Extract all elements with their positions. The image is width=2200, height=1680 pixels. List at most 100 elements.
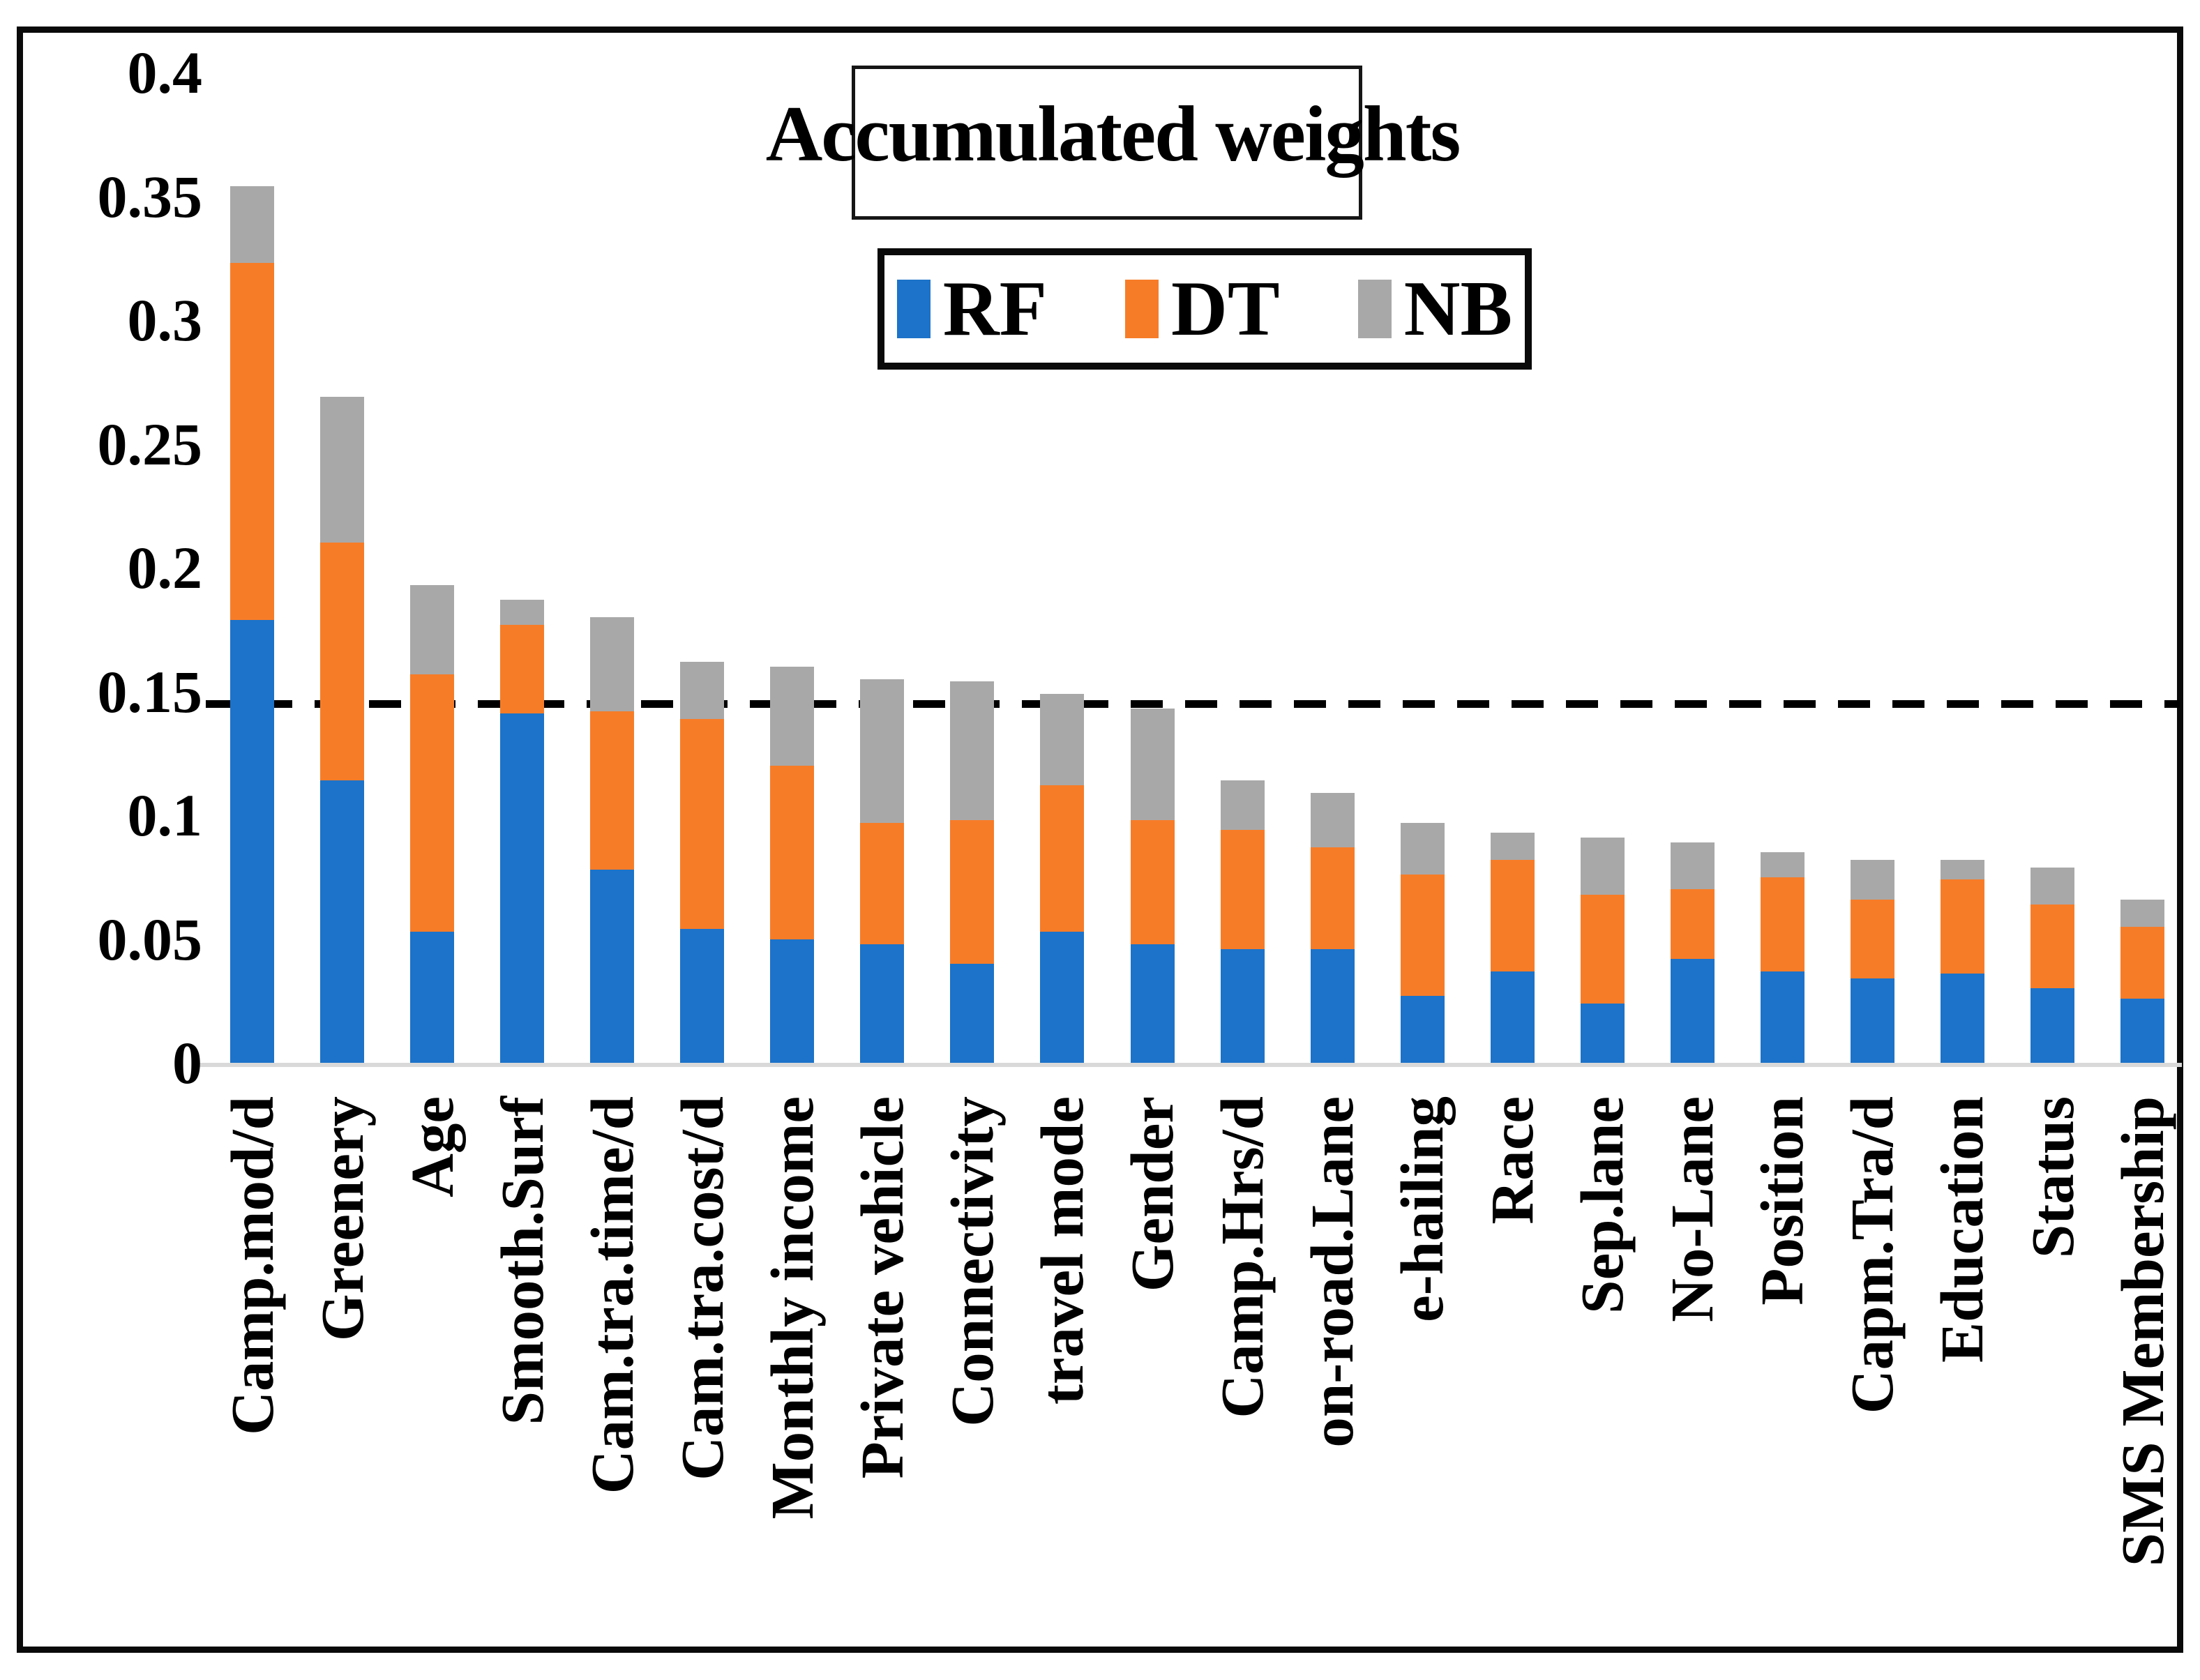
y-tick-label-0: 0 [172,1029,202,1096]
bar-segment-RF-SMS Membership [2120,998,2165,1063]
bar-segment-NB-Sep.lane [1580,837,1625,895]
bar-segment-RF-Education [1940,974,1984,1063]
y-tick-label-0.2: 0.2 [127,534,203,601]
y-tick-label-0.15: 0.15 [97,658,203,725]
x-axis-label-Cam.tra.cost/d: Cam.tra.cost/d [668,1096,736,1481]
bar-Greenery [320,397,365,1063]
bar-segment-RF-Cam.tra.cost/d [680,929,725,1063]
bar-segment-DT-e-hailing [1400,875,1445,997]
x-axis-label-e-hailing: e-hailing [1388,1096,1456,1322]
bar-segment-DT-Sep.lane [1580,894,1625,1004]
bar-segment-NB-Education [1940,859,1984,880]
bar-Sep.lane [1580,837,1625,1063]
x-axis-label-Gender: Gender [1118,1096,1186,1292]
x-axis-label-on-road.Lane: on-road.Lane [1298,1096,1366,1448]
bar-segment-RF-on-road.Lane [1310,948,1355,1063]
legend-label-NB: NB [1403,266,1513,352]
bar-segment-DT-travel mode [1040,785,1085,932]
bar-Camp.Hrs/d [1220,780,1265,1063]
bar-segment-DT-Position [1760,877,1805,971]
bar-segment-NB-Cam.tra.cost/d [680,661,725,719]
y-tick-label-0.05: 0.05 [97,905,203,973]
bar-segment-RF-Cam.tra.time/d [590,870,635,1063]
bar-segment-NB-Age [410,584,455,674]
bar-segment-NB-Smooth.Surf [500,600,545,625]
bar-segment-NB-No-Lane [1670,842,1715,890]
bar-on-road.Lane [1310,793,1355,1063]
chart-title-box [852,66,1362,220]
legend-item-RF: RF [896,266,1048,352]
legend-swatch-RF [896,280,931,338]
x-axis-line [197,1063,2182,1067]
bar-e-hailing [1400,822,1445,1063]
bar-segment-DT-Greenery [320,543,365,781]
x-axis-label-Monthly income: Monthly income [758,1096,826,1520]
bar-segment-NB-Connectivity [950,681,995,821]
x-axis-label-Camp.mod/d: Camp.mod/d [218,1096,286,1435]
bar-Cam.tra.cost/d [680,661,725,1063]
bar-segment-DT-Connectivity [950,820,995,964]
legend-item-DT: DT [1125,270,1280,348]
figure-outer-border [17,27,2183,1653]
bar-segment-RF-Camp.mod/d [230,619,274,1063]
legend-swatch-NB [1357,280,1392,338]
bar-segment-RF-Greenery [320,780,365,1063]
bar-Race [1490,832,1535,1063]
bar-segment-DT-Smooth.Surf [500,624,545,714]
x-axis-label-Connectivity: Connectivity [937,1096,1006,1427]
bar-segment-RF-No-Lane [1670,958,1715,1063]
y-tick-label-0.1: 0.1 [127,782,203,849]
bar-segment-DT-Age [410,674,455,932]
bar-segment-RF-Status [2031,988,2074,1063]
x-axis-label-Race: Race [1478,1096,1546,1225]
x-axis-label-Private vehicle: Private vehicle [847,1096,916,1479]
bar-Private vehicle [860,679,905,1063]
x-axis-label-travel mode: travel mode [1027,1096,1096,1405]
bar-segment-RF-Smooth.Surf [500,713,545,1063]
bar-segment-DT-Cam.tra.time/d [590,711,635,870]
bar-segment-NB-Race [1490,832,1535,860]
bar-Smooth.Surf [500,600,545,1063]
bar-segment-RF-Age [410,931,455,1063]
x-axis-label-Smooth.Surf: Smooth.Surf [488,1096,556,1425]
bar-segment-RF-Gender [1130,944,1175,1063]
bar-Capm.Tra/d [1850,859,1894,1063]
bar-segment-DT-Status [2031,904,2074,989]
bar-segment-NB-Camp.mod/d [230,186,274,264]
bar-segment-DT-SMS Membership [2120,926,2165,999]
bar-segment-RF-Private vehicle [860,944,905,1063]
bar-segment-RF-Connectivity [950,963,995,1063]
bar-segment-NB-travel mode [1040,694,1085,786]
x-axis-label-Position: Position [1748,1096,1816,1306]
bar-segment-DT-on-road.Lane [1310,847,1355,949]
bar-segment-DT-Capm.Tra/d [1850,899,1894,979]
bar-segment-NB-Cam.tra.time/d [590,617,635,711]
bar-segment-DT-Gender [1130,820,1175,944]
bar-Age [410,584,455,1063]
bar-SMS Membership [2120,899,2165,1063]
x-axis-label-Education: Education [1928,1096,1996,1363]
bar-segment-RF-e-hailing [1400,996,1445,1063]
legend: RF DT NB [877,248,1532,370]
bar-segment-RF-Sep.lane [1580,1003,1625,1063]
x-axis-label-Sep.lane: Sep.lane [1568,1096,1636,1314]
bar-Connectivity [950,681,995,1063]
legend-label-RF: RF [942,266,1048,352]
y-tick-label-0.25: 0.25 [97,410,203,478]
bar-Gender [1130,709,1175,1063]
bar-No-Lane [1670,842,1715,1063]
bar-Camp.mod/d [230,186,274,1063]
bar-segment-NB-SMS Membership [2120,899,2165,927]
bar-segment-NB-Monthly income [770,667,815,766]
bar-Education [1940,859,1984,1063]
bar-segment-RF-Monthly income [770,939,815,1063]
x-axis-label-Capm.Tra/d: Capm.Tra/d [1838,1096,1906,1414]
bar-segment-DT-No-Lane [1670,889,1715,959]
bar-segment-DT-Race [1490,859,1535,971]
bar-segment-DT-Camp.mod/d [230,263,274,620]
bar-Monthly income [770,667,815,1063]
bar-segment-NB-on-road.Lane [1310,793,1355,848]
bar-travel mode [1040,694,1085,1063]
x-axis-label-Status: Status [2018,1096,2086,1259]
